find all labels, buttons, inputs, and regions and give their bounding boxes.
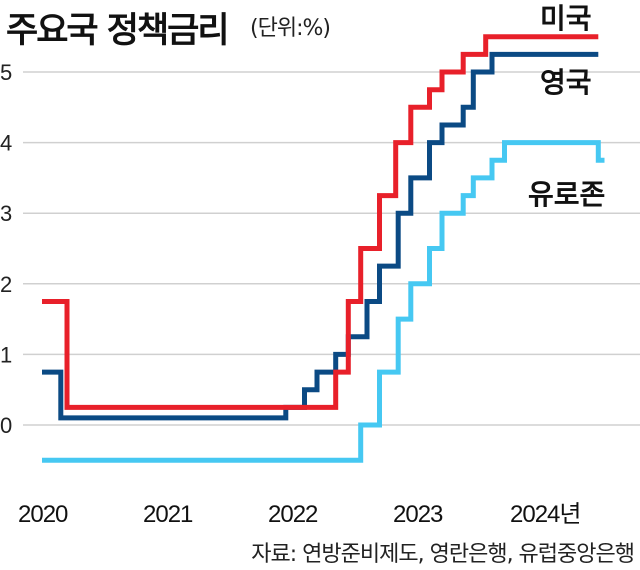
x-tick-label: 2021 bbox=[143, 501, 193, 528]
series-line-영국 bbox=[42, 51, 599, 421]
chart-title: 주요국 정책금리 bbox=[6, 11, 230, 51]
source-note: 자료: 연방준비제도, 영란은행, 유럽중앙은행 bbox=[251, 542, 635, 567]
y-tick-label: 3 bbox=[0, 201, 12, 226]
y-tick-label: 0 bbox=[0, 413, 12, 438]
x-tick-label: 2024년 bbox=[510, 501, 580, 528]
y-tick-label: 4 bbox=[0, 131, 12, 156]
series-label-영국: 영국 bbox=[540, 66, 592, 99]
unit-label: (단위:%) bbox=[250, 16, 331, 41]
y-axis-labels: 0 1 2 3 4 5 bbox=[0, 60, 12, 438]
series-line-미국 bbox=[42, 34, 599, 410]
x-tick-label: 2023 bbox=[393, 501, 443, 528]
series-label-유로존: 유로존 bbox=[528, 178, 605, 211]
series-line-유로존 bbox=[42, 140, 605, 463]
x-tick-label: 2022 bbox=[268, 501, 318, 528]
series-lines bbox=[42, 34, 605, 463]
x-axis-labels: 2020 2021 2022 2023 2024년 bbox=[18, 501, 581, 528]
gridlines bbox=[23, 71, 640, 426]
series-label-미국: 미국 bbox=[540, 2, 592, 35]
y-tick-label: 2 bbox=[0, 272, 12, 297]
x-tick-label: 2020 bbox=[18, 501, 68, 528]
y-tick-label: 1 bbox=[0, 342, 12, 367]
y-tick-label: 5 bbox=[0, 60, 12, 85]
